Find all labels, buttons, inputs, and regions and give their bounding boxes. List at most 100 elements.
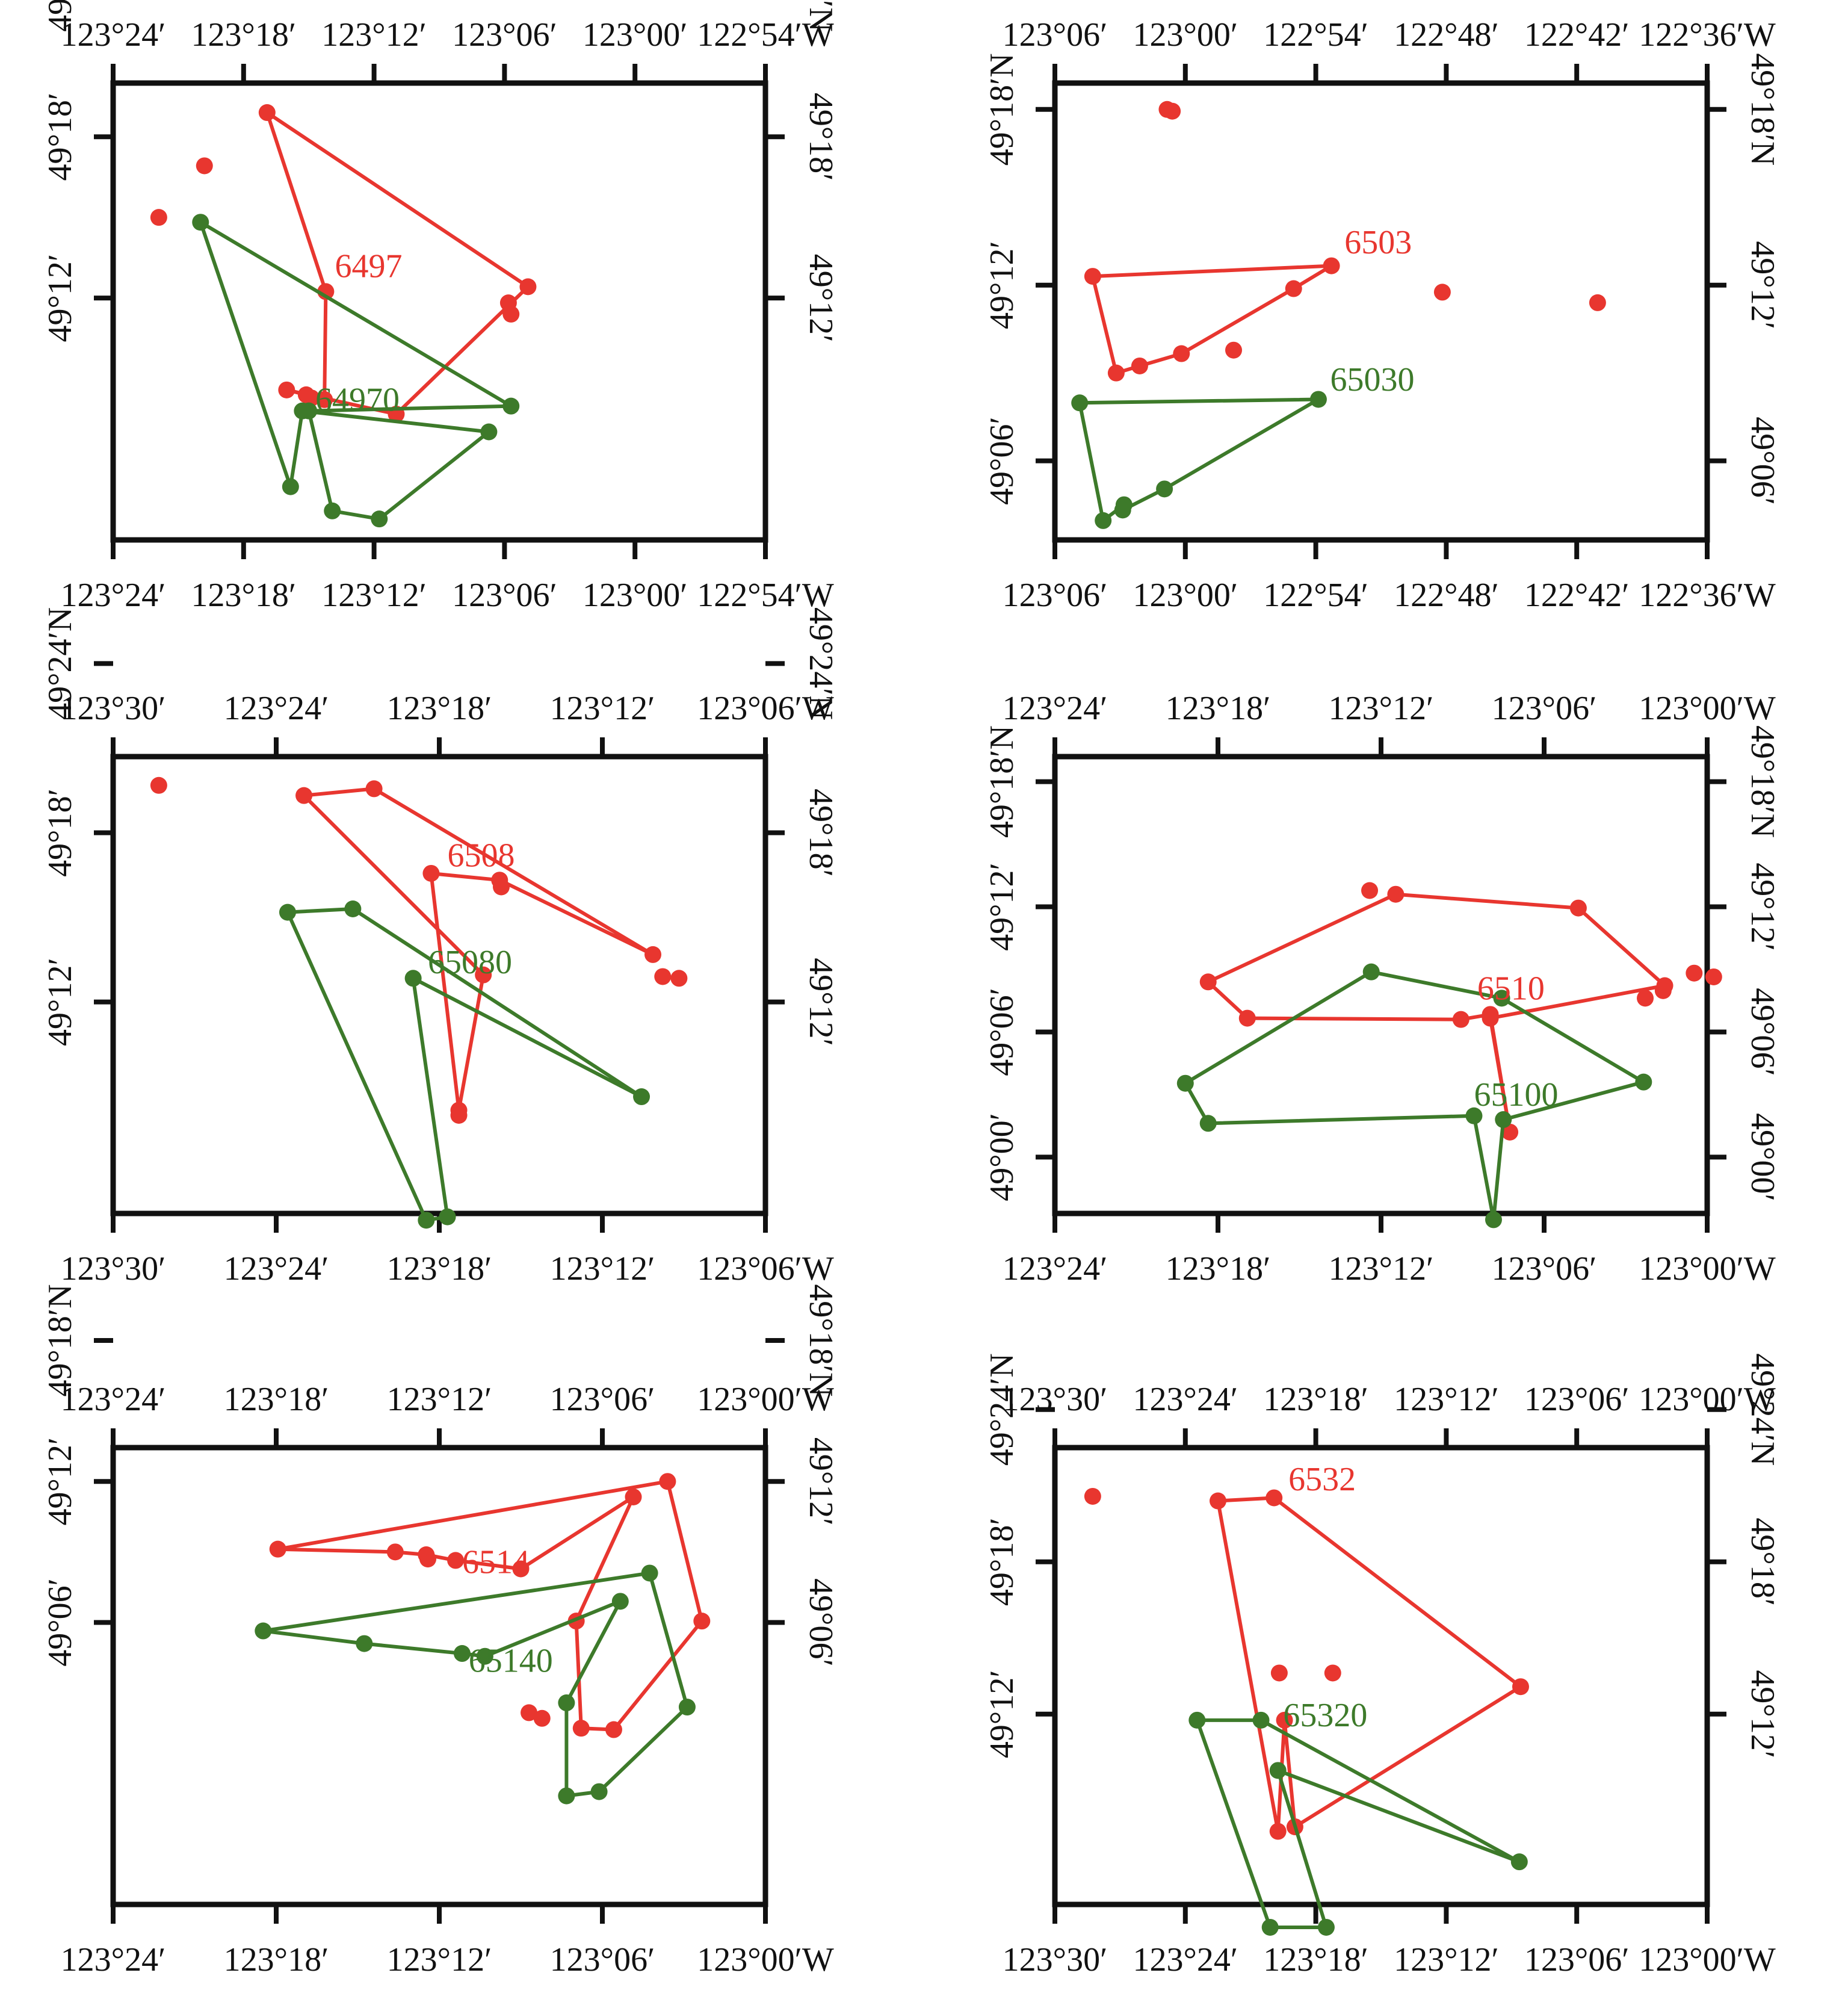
- series-label: 6510: [1477, 970, 1545, 1007]
- map-panel-1: 123°24′ 123°24′ 123°18′ 123°18′ 123°12′ 123°1…: [42, 0, 839, 614]
- y-tick-label-right: 49°06′: [802, 1578, 839, 1667]
- x-tick-label-top: 123°00′W: [1639, 690, 1776, 727]
- y-tick-label-right: 49°18′: [802, 93, 839, 181]
- track-point-65140: [558, 1694, 575, 1712]
- track-point-65140: [641, 1564, 658, 1582]
- track-point-6503: [1323, 257, 1340, 274]
- y-tick-label-left: 49°12′: [983, 1670, 1021, 1758]
- series-label: 65320: [1283, 1697, 1367, 1734]
- track-point-6497: [278, 381, 295, 398]
- track-line-6510: [1206, 892, 1667, 1134]
- x-tick-label-top: 123°18′: [1263, 1381, 1368, 1418]
- x-tick-label-bottom: 123°18′: [191, 577, 296, 614]
- series-label: 65140: [469, 1642, 553, 1679]
- track-point-65080: [418, 1212, 435, 1229]
- y-tick-label-left: 49°06′: [42, 1578, 79, 1667]
- isolated-point-6532: [1270, 1664, 1288, 1682]
- map-panel-6: 123°30′123°30′123°24′123°24′123°18′123°1…: [983, 1353, 1781, 1978]
- track-point-64970: [192, 214, 209, 231]
- x-tick-label-top: 123°00′: [583, 16, 688, 54]
- isolated-point-6532: [1324, 1664, 1341, 1682]
- y-tick-label-left: 49°24′N: [983, 1353, 1021, 1466]
- x-tick-label-top: 123°06′: [550, 1381, 655, 1418]
- panel-frame: [110, 80, 768, 543]
- track-point-64970: [502, 397, 520, 415]
- track-point-65100: [1495, 1111, 1512, 1129]
- track-point-6497: [258, 104, 276, 122]
- y-tick-label-left: 49°18′N: [983, 53, 1021, 166]
- x-tick-label-top: 123°12′: [1394, 1381, 1499, 1418]
- track-point-6510: [1569, 899, 1587, 917]
- track-line-65030: [1078, 397, 1320, 522]
- isolated-point-6514: [533, 1709, 551, 1727]
- isolated-point-6508: [654, 968, 672, 985]
- x-tick-label-top: 122°54′: [1263, 16, 1368, 54]
- y-tick-label-right: 49°12′: [1744, 1670, 1781, 1758]
- track-point-65320: [1261, 1918, 1279, 1936]
- x-tick-label-bottom: 123°12′: [321, 577, 427, 614]
- track-line-6514: [276, 1480, 704, 1732]
- track-point-6510: [1199, 973, 1217, 991]
- track-point-6497: [316, 391, 333, 408]
- track-point-65030: [1114, 501, 1131, 519]
- y-tick-label-right: 49°12′: [802, 958, 839, 1046]
- track-point-6508: [295, 787, 313, 804]
- track-point-6508: [365, 780, 383, 798]
- map-panel-5: 123°24′ 123°24′ 123°18′ 123°18′ 123°12′ 123°1…: [42, 1284, 839, 1978]
- track-line-6508: [302, 787, 655, 1112]
- x-tick-label-bottom: 123°12′: [550, 1250, 655, 1287]
- isolated-point-6514: [521, 1704, 538, 1721]
- y-tick-label-right: 49°12′: [802, 254, 839, 342]
- y-tick-label-left: 49°18′: [42, 789, 79, 877]
- track-point-6514: [572, 1720, 590, 1737]
- x-tick-label-bottom: 123°18′: [224, 1941, 329, 1978]
- x-tick-label-bottom: 122°42′: [1524, 577, 1630, 614]
- y-tick-label-left: 49°12′: [42, 254, 79, 342]
- track-point-65100: [1485, 1211, 1502, 1229]
- x-tick-label-bottom: 123°06′W: [697, 1250, 834, 1287]
- track-point-6510: [1238, 1009, 1256, 1027]
- x-tick-label-top: 123°30′: [61, 690, 166, 727]
- x-tick-label-bottom: 123°30′: [61, 1250, 166, 1287]
- track-point-6514: [447, 1552, 465, 1569]
- series-label: 6514: [462, 1543, 530, 1581]
- x-tick-label-top: 123°24′: [61, 1381, 166, 1418]
- isolated-point-6503: [1589, 294, 1606, 311]
- track-point-65080: [633, 1088, 651, 1106]
- isolated-point-6503: [1433, 284, 1451, 301]
- track-point-6510: [1501, 1123, 1519, 1141]
- x-tick-label-bottom: 123°12′: [387, 1941, 492, 1978]
- x-tick-label-bottom: 123°12′: [1394, 1941, 1499, 1978]
- track-point-65320: [1188, 1711, 1206, 1729]
- x-tick-label-bottom: 123°00′W: [697, 1941, 834, 1978]
- track-line-65320: [1195, 1718, 1521, 1929]
- x-tick-label-top: 122°36′W: [1639, 16, 1776, 54]
- y-tick-label-right: 49°24′N: [1744, 1353, 1781, 1466]
- y-tick-label-right: 49°18′: [802, 789, 839, 877]
- x-tick-label-bottom: 123°00′: [1133, 577, 1238, 614]
- y-tick-label-right: 49°12′: [802, 1437, 839, 1526]
- track-point-65140: [255, 1622, 272, 1640]
- isolated-point-6508: [670, 970, 688, 987]
- y-tick-label-left: 49°18′: [983, 1517, 1021, 1606]
- x-tick-label-bottom: 122°54′W: [697, 577, 834, 614]
- isolated-point-6508: [450, 1106, 468, 1124]
- y-tick-label-right: 49°24′N: [802, 0, 839, 32]
- x-tick-label-bottom: 123°06′: [550, 1941, 655, 1978]
- y-tick-label-right: 49°12′: [1744, 863, 1781, 951]
- y-tick-label-right: 49°18′N: [802, 1284, 839, 1396]
- isolated-point-6508: [492, 878, 510, 896]
- track-point-64970: [324, 502, 341, 519]
- track-point-65100: [1465, 1107, 1483, 1124]
- track-point-65030: [1156, 480, 1173, 498]
- x-tick-label-top: 123°18′: [224, 1381, 329, 1418]
- isolated-point-6532: [1084, 1487, 1101, 1505]
- x-tick-label-top: 123°06′W: [697, 690, 834, 727]
- track-point-65080: [279, 903, 296, 921]
- isolated-point-6510: [1705, 968, 1722, 985]
- track-point-6508: [644, 946, 662, 963]
- y-tick-label-right: 49°18′N: [1744, 53, 1781, 166]
- x-tick-label-top: 122°48′: [1394, 16, 1499, 54]
- track-point-65100: [1493, 990, 1510, 1007]
